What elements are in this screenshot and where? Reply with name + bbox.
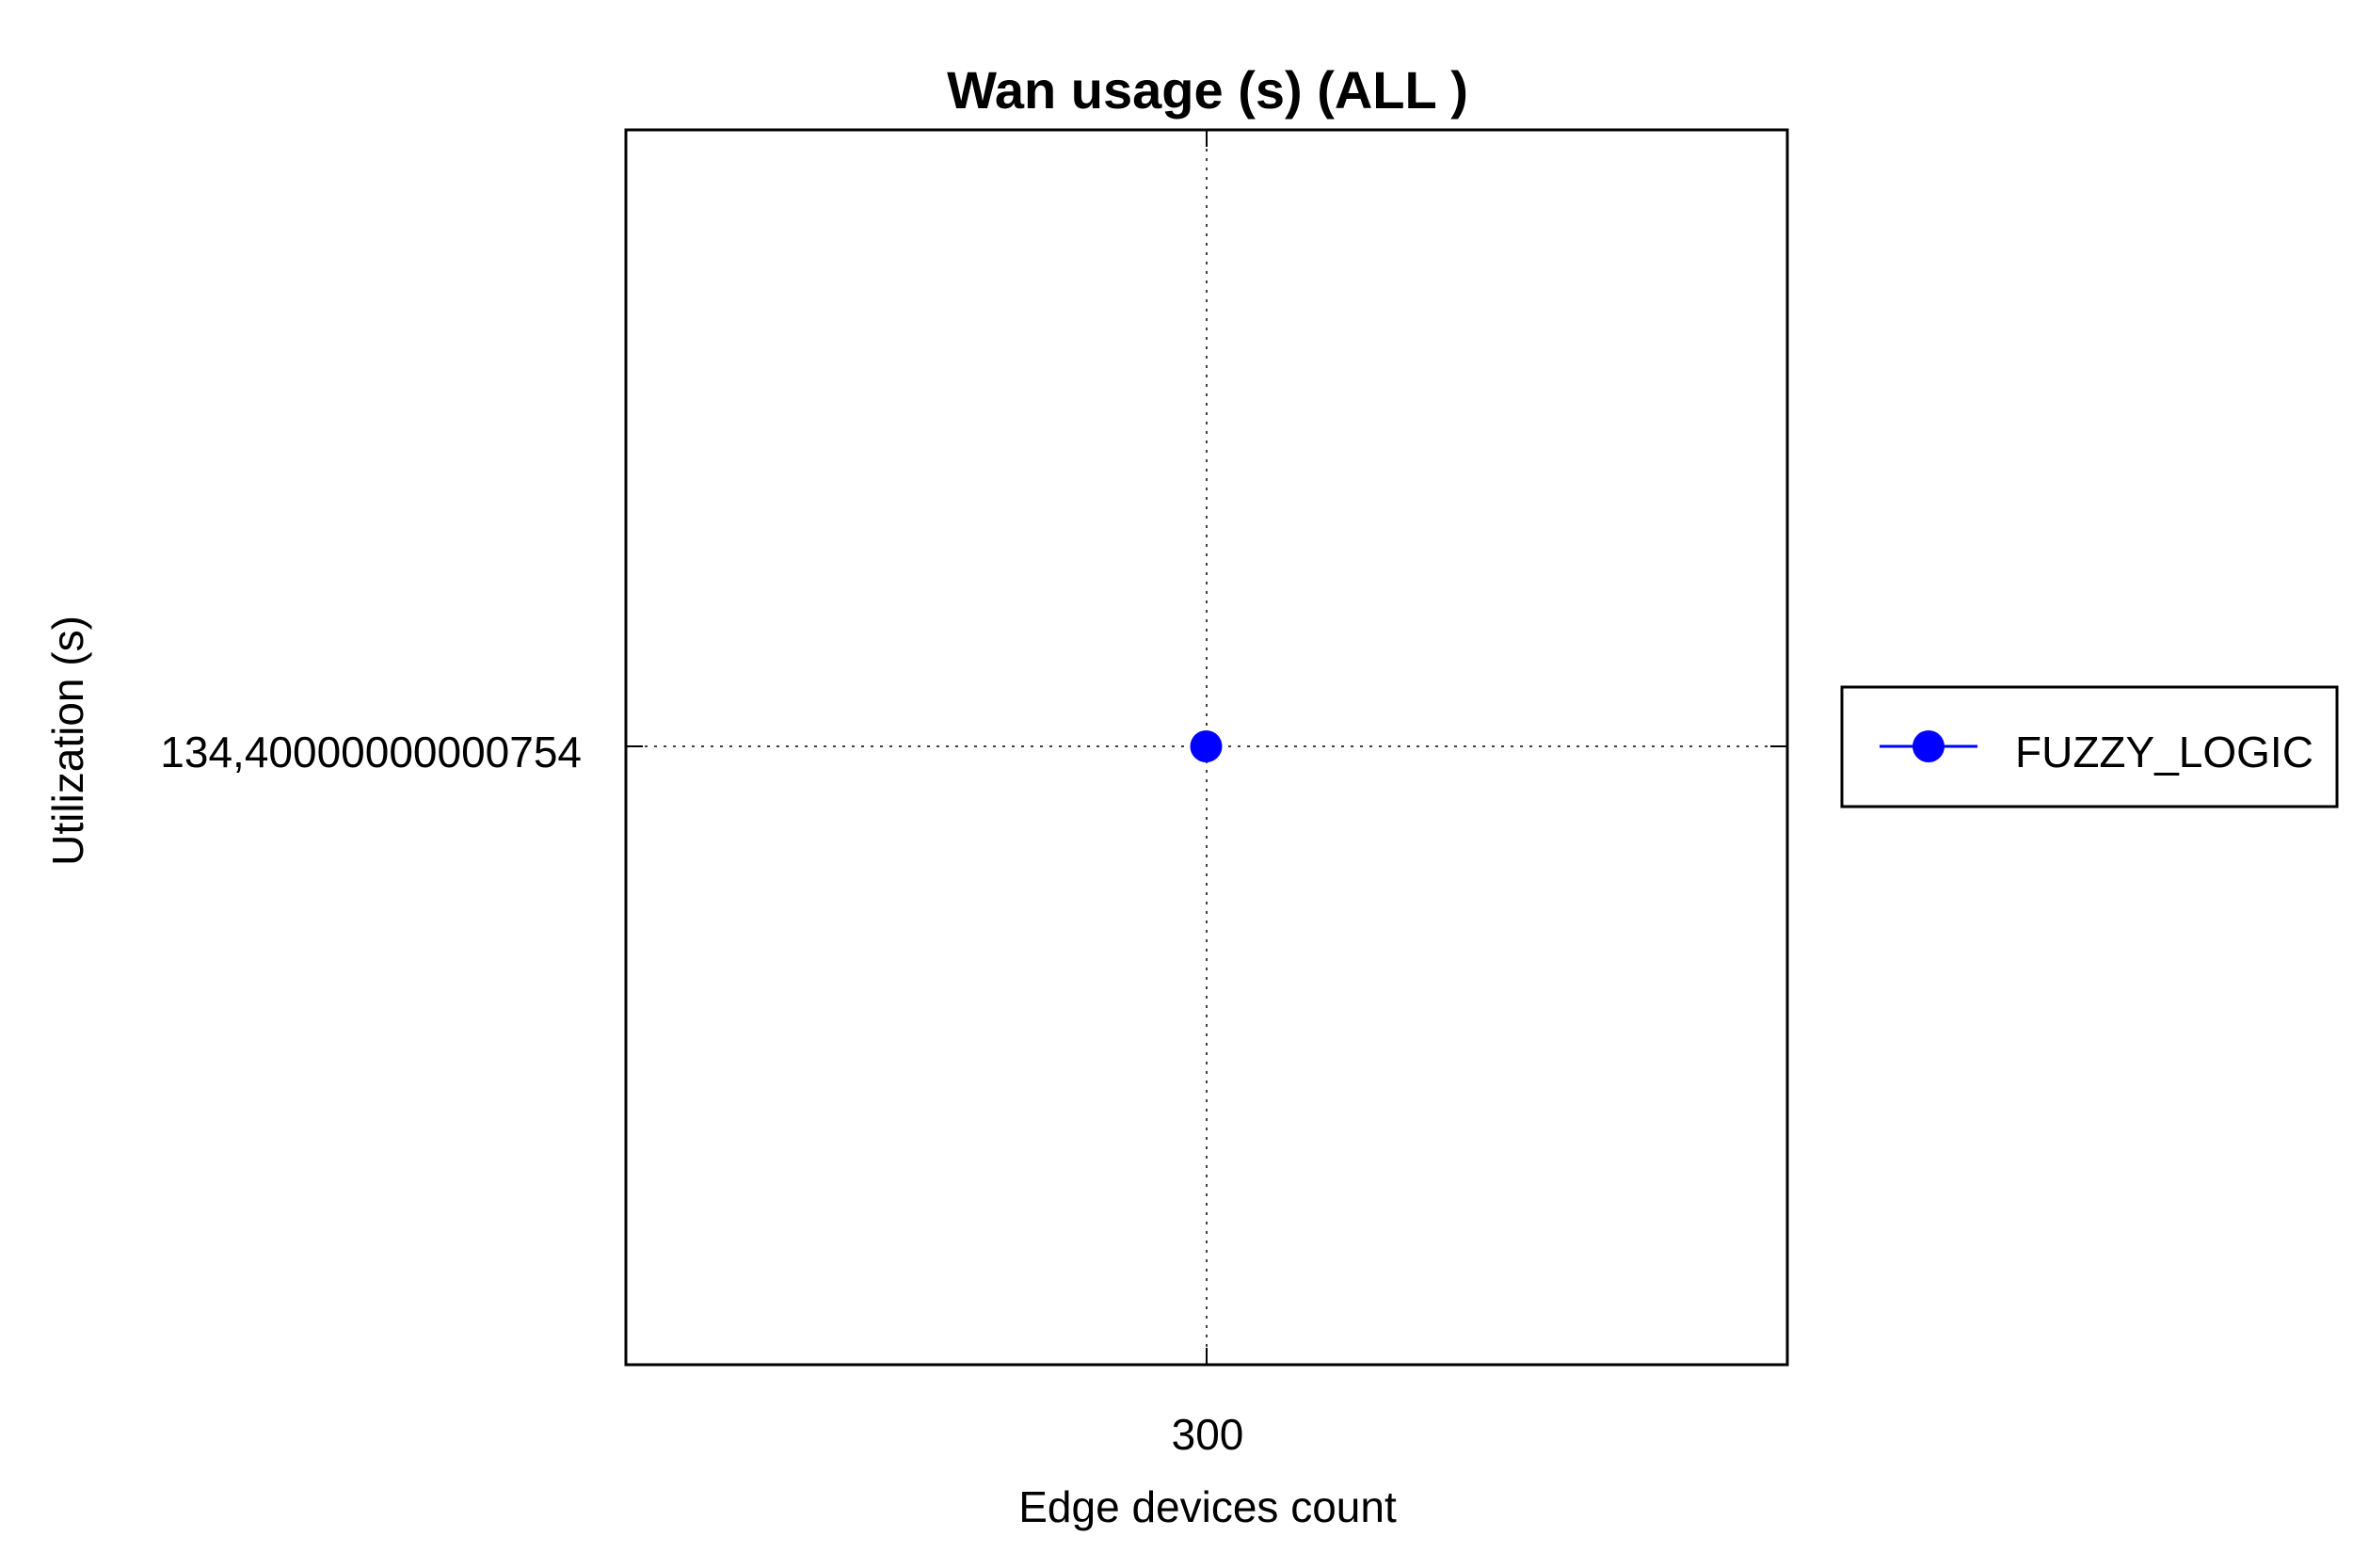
x-tick-label: 300 xyxy=(1172,1410,1244,1459)
y-tick-label: 134,40000000000754 xyxy=(160,728,582,776)
legend: FUZZY_LOGIC xyxy=(1840,685,2339,808)
y-axis-label: Utilization (s) xyxy=(43,616,92,866)
legend-series-marker xyxy=(1913,730,1945,762)
x-axis-label: Edge devices count xyxy=(1018,1482,1397,1531)
data-point-fuzzy-logic-0 xyxy=(1190,730,1223,762)
legend-series-label: FUZZY_LOGIC xyxy=(2015,728,2313,776)
chart-title: Wan usage (s) (ALL ) xyxy=(947,60,1468,120)
series-group xyxy=(1190,730,1223,762)
